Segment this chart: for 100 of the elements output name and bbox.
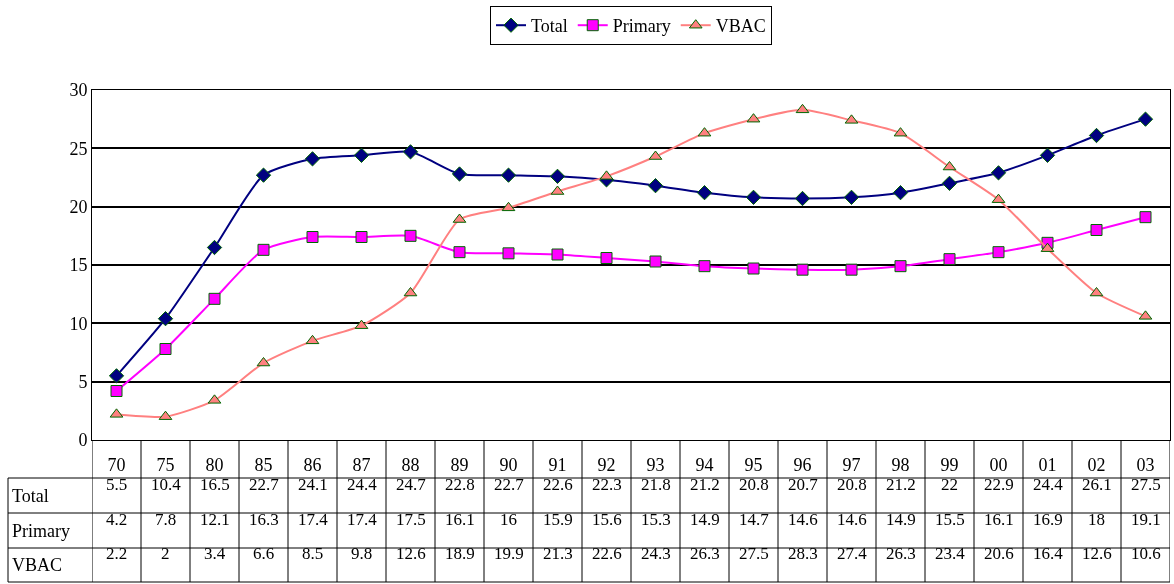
point: [257, 243, 270, 256]
legend-label: Primary: [612, 16, 671, 37]
data-label: 24.7: [396, 475, 427, 494]
y-tick-label: 0: [78, 430, 88, 451]
point: [647, 178, 664, 194]
x-tick-label: 86: [303, 454, 322, 475]
data-label: 20.7: [788, 475, 819, 494]
point: [208, 292, 221, 305]
x-tick-label: 85: [254, 454, 273, 475]
point: [451, 166, 468, 182]
x-tick-label: 97: [842, 454, 861, 475]
data-label: 15.3: [641, 510, 671, 529]
point: [255, 167, 272, 183]
x-tick-label: 96: [793, 454, 812, 475]
data-label: 17.4: [347, 510, 378, 529]
data-label: 26.3: [690, 544, 720, 563]
point: [894, 260, 907, 273]
data-label: 12.6: [396, 544, 426, 563]
point: [305, 334, 320, 345]
point: [157, 311, 174, 327]
y-tick-label: 30: [69, 80, 88, 101]
data-label: 3.4: [204, 544, 226, 563]
data-label: 21.8: [641, 475, 671, 494]
x-tick-label: 99: [940, 454, 959, 475]
point: [649, 255, 662, 268]
point: [402, 144, 419, 160]
data-label: 21.2: [886, 475, 916, 494]
point: [355, 231, 368, 243]
data-label: 24.4: [1033, 475, 1064, 494]
legend-label: Total: [531, 16, 568, 37]
point: [696, 185, 713, 201]
data-label: 16.5: [200, 475, 230, 494]
x-tick-label: 88: [401, 454, 420, 475]
data-label: 6.6: [253, 544, 275, 563]
data-label: 16.1: [984, 510, 1014, 529]
data-label: 23.4: [935, 544, 966, 563]
data-label: 22.7: [249, 475, 280, 494]
y-tick-label: 20: [69, 196, 88, 217]
x-tick-label: 03: [1136, 454, 1155, 475]
point: [843, 189, 860, 205]
data-label: 21.3: [543, 544, 573, 563]
data-label: 7.8: [155, 510, 177, 529]
x-tick-label: 90: [499, 454, 518, 475]
point: [306, 231, 319, 243]
data-label: 5.5: [106, 475, 128, 494]
x-tick-label: 70: [107, 454, 126, 475]
point: [404, 229, 417, 242]
data-label: 14.9: [690, 510, 720, 529]
data-label: 20.6: [984, 544, 1014, 563]
data-label: 12.1: [200, 510, 230, 529]
data-label: 19.1: [1131, 510, 1161, 529]
x-tick-label: 01: [1038, 454, 1057, 475]
data-label: 15.5: [935, 510, 965, 529]
data-label: 14.6: [837, 510, 867, 529]
x-tick-label: 95: [744, 454, 763, 475]
point: [747, 262, 760, 275]
data-label: 24.4: [347, 475, 378, 494]
point: [206, 239, 223, 256]
point: [353, 147, 370, 163]
data-label: 4.2: [106, 510, 128, 529]
y-tick-label: 25: [69, 138, 88, 159]
point: [551, 248, 564, 261]
x-tick-label: 00: [989, 454, 1008, 475]
x-tick-label: 75: [156, 454, 175, 475]
data-label: 22: [941, 475, 958, 494]
y-tick-label: 10: [69, 313, 88, 334]
data-label: 9.8: [351, 544, 373, 563]
point: [992, 246, 1005, 259]
point: [990, 165, 1007, 181]
point: [941, 175, 958, 191]
data-label: 18.9: [445, 544, 475, 563]
point: [1139, 211, 1152, 224]
data-label: 14.7: [739, 510, 770, 529]
point: [745, 189, 762, 205]
point: [794, 190, 811, 207]
x-tick-label: 91: [548, 454, 567, 475]
data-label: 15.6: [592, 510, 622, 529]
point: [453, 246, 466, 259]
data-label: 10.4: [151, 475, 182, 494]
data-label: 22.3: [592, 475, 622, 494]
x-tick-label: 92: [597, 454, 616, 475]
data-label: 8.5: [302, 544, 324, 563]
x-tick-label: 93: [646, 454, 665, 475]
data-label: 16.3: [249, 510, 279, 529]
data-label: 26.1: [1082, 475, 1112, 494]
data-label: 27.5: [739, 544, 769, 563]
data-label: 14.9: [886, 510, 916, 529]
point: [159, 343, 172, 355]
data-label: 27.4: [837, 544, 868, 563]
data-label: 19.9: [494, 544, 524, 563]
point: [1088, 127, 1105, 144]
point: [304, 151, 321, 167]
data-label: 14.6: [788, 510, 818, 529]
point: [795, 103, 810, 114]
data-label: 24.3: [641, 544, 671, 563]
data-label: 16.9: [1033, 510, 1063, 529]
point: [698, 260, 711, 273]
data-label: 22.9: [984, 475, 1014, 494]
data-label: 16.4: [1033, 544, 1064, 563]
data-label: 17.5: [396, 510, 426, 529]
